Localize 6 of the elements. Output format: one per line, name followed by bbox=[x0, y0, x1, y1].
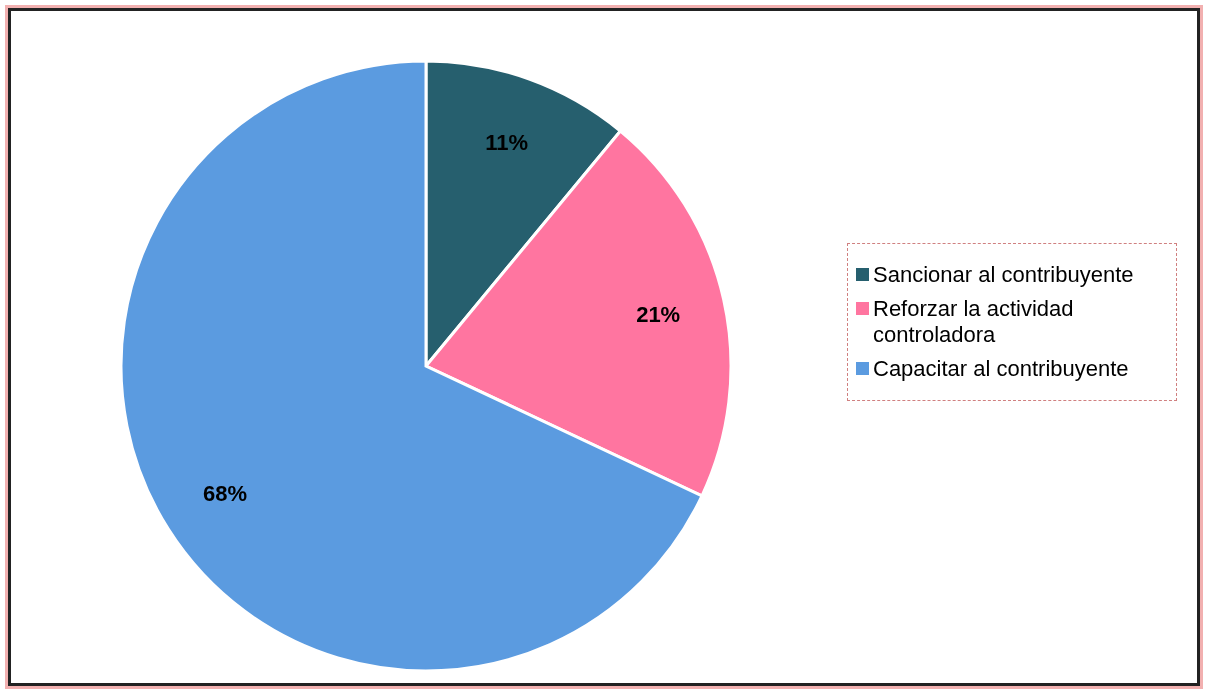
legend-label: Capacitar al contribuyente bbox=[873, 356, 1130, 382]
data-label: 68% bbox=[203, 480, 248, 506]
data-label: 11% bbox=[485, 129, 528, 155]
legend-label: Reforzar la actividad controladora bbox=[873, 296, 1075, 348]
legend-label: Sancionar al contribuyente bbox=[873, 262, 1135, 288]
data-label: 21% bbox=[636, 301, 681, 327]
